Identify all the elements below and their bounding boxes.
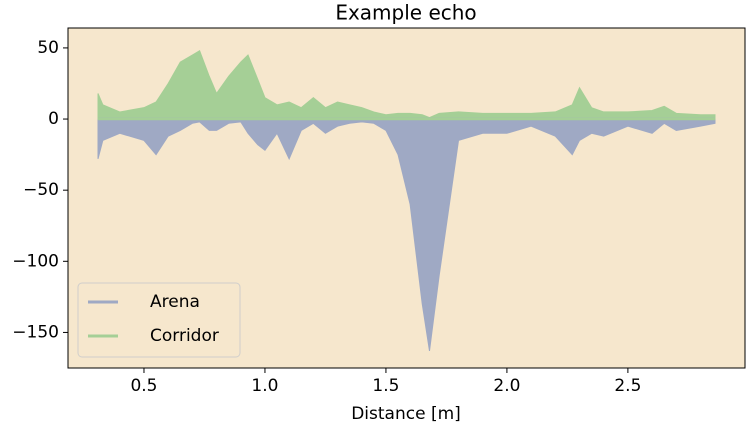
x-tick-label: 2.0 — [493, 376, 520, 396]
x-tick-label: 2.5 — [614, 376, 641, 396]
x-tick-label: 1.5 — [372, 376, 399, 396]
plot-frame — [67, 27, 746, 369]
legend-label: Corridor — [150, 326, 219, 346]
legend — [77, 282, 241, 358]
y-tick-label: −100 — [12, 251, 59, 271]
area — [97, 50, 716, 120]
area — [97, 118, 716, 352]
chart-title: Example echo — [335, 1, 476, 25]
x-axis-label: Distance [m] — [351, 404, 461, 424]
x-tick-label: 1.0 — [251, 376, 278, 396]
x-tick-label: 0.5 — [130, 376, 157, 396]
y-tick-label: −150 — [12, 322, 59, 342]
y-tick-label: −50 — [23, 180, 59, 200]
y-tick-label: 50 — [37, 38, 59, 58]
y-tick-label: 0 — [48, 109, 59, 129]
legend-label: Arena — [150, 292, 200, 312]
